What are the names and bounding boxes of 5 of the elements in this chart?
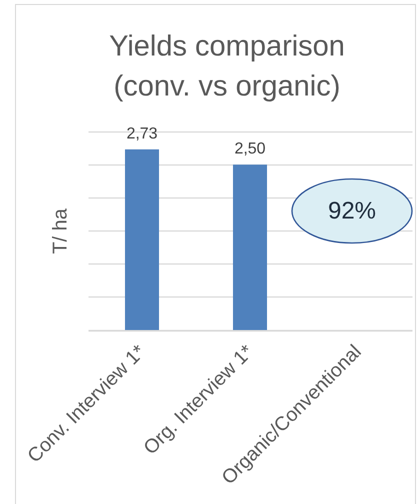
- y-axis-title: T/ ha: [50, 208, 72, 254]
- data-label: 2,73: [126, 125, 158, 142]
- annotation: 92%: [328, 198, 376, 224]
- chart-title: Yields comparison (conv. vs organic): [109, 30, 345, 102]
- data-label: 2,50: [234, 140, 266, 158]
